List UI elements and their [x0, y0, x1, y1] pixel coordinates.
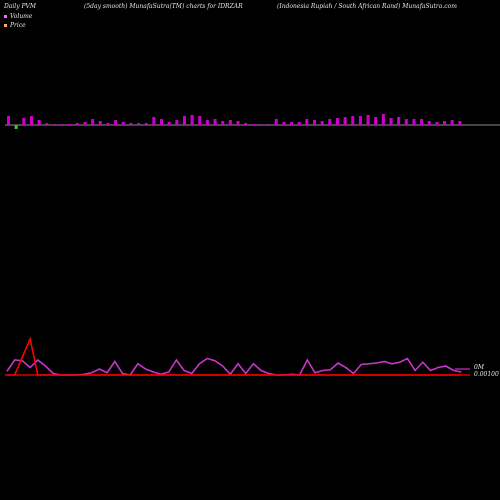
- legend-price: Price: [4, 22, 26, 29]
- volume-bar: [282, 122, 286, 125]
- volume-bar: [381, 114, 385, 125]
- volume-bar: [198, 116, 202, 125]
- volume-bar: [167, 122, 171, 125]
- volume-bar: [374, 117, 378, 125]
- volume-bar: [397, 117, 401, 125]
- volume-bar: [129, 123, 133, 125]
- volume-bar: [404, 119, 408, 125]
- volume-bar: [22, 118, 26, 125]
- volume-bar: [137, 123, 141, 125]
- volume-bar: [29, 116, 33, 125]
- volume-bar: [343, 117, 347, 125]
- volume-bar: [389, 118, 393, 125]
- series-line-price: [7, 336, 462, 376]
- volume-bar: [160, 119, 163, 125]
- volume-bar: [328, 119, 332, 125]
- volume-bar: [259, 124, 263, 125]
- volume-bar: [351, 116, 355, 125]
- volume-bar: [236, 121, 240, 125]
- volume-bar: [305, 119, 309, 125]
- volume-bar: [190, 115, 194, 125]
- volume-bar: [450, 120, 454, 125]
- y-label-volume: 0M: [474, 364, 484, 371]
- y-label-price: 0.00100: [474, 371, 499, 378]
- volume-bar: [297, 122, 301, 125]
- legend-price-label: Price: [10, 22, 26, 29]
- header-left: Daily PVM: [4, 3, 37, 10]
- volume-bar: [144, 123, 148, 125]
- volume-bar: [75, 123, 79, 125]
- volume-bar: [313, 120, 316, 125]
- volume-bar: [267, 124, 271, 125]
- series-line-smooth: [6, 357, 462, 376]
- volume-bar: [37, 120, 41, 125]
- volume-bar: [45, 123, 49, 125]
- volume-bar: [114, 120, 118, 125]
- legend-price-swatch: [4, 24, 7, 27]
- volume-bar: [205, 120, 209, 125]
- volume-bar: [320, 121, 324, 125]
- volume-bar: [106, 123, 110, 125]
- volume-bar: [366, 115, 370, 125]
- volume-bar: [412, 119, 416, 125]
- volume-bar: [420, 119, 424, 125]
- volume-bar: [458, 121, 462, 125]
- volume-bar: [91, 119, 95, 125]
- volume-bar: [182, 116, 186, 125]
- volume-bar: [274, 119, 278, 125]
- legend-volume-swatch: [4, 15, 7, 18]
- volume-bar: [244, 123, 248, 125]
- volume-bar: [52, 124, 56, 125]
- header-right: (Indonesia Rupiah / South African Rand) …: [277, 3, 457, 10]
- volume-bar: [213, 119, 217, 125]
- volume-bar: [221, 121, 225, 125]
- volume-bar: [14, 125, 18, 129]
- header-center: (5day smooth) MunafaSutra(TM) charts for…: [84, 3, 243, 10]
- volume-bar: [358, 116, 362, 125]
- volume-bar: [251, 124, 255, 125]
- volume-bar: [335, 118, 339, 125]
- volume-bar: [228, 120, 232, 125]
- volume-bar: [435, 122, 439, 125]
- volume-bar: [443, 121, 447, 125]
- legend-volume: Volume: [4, 13, 32, 20]
- volume-bar: [60, 124, 64, 125]
- legend-volume-label: Volume: [10, 13, 33, 20]
- volume-bar: [152, 117, 156, 125]
- volume-bar: [68, 124, 72, 125]
- volume-bar: [290, 122, 294, 125]
- volume-bar: [121, 122, 125, 125]
- volume-bar: [83, 122, 87, 125]
- volume-bar: [7, 116, 10, 125]
- volume-bar: [175, 120, 179, 125]
- volume-bar: [98, 121, 102, 125]
- volume-bar: [427, 121, 431, 125]
